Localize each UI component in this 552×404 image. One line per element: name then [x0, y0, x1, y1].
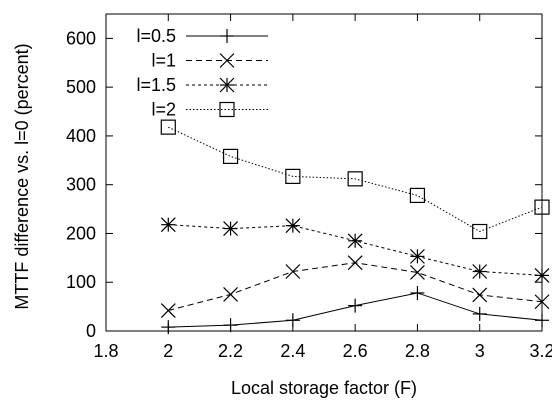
y-tick-label: 0	[86, 321, 96, 341]
y-axis-label: MTTF difference vs. l=0 (percent)	[12, 43, 32, 309]
data-point	[348, 298, 363, 313]
series-layer	[160, 119, 550, 335]
data-point	[347, 171, 363, 187]
x-tick-label: 3	[475, 341, 485, 361]
data-point	[160, 303, 176, 318]
x-tick-label: 2	[163, 341, 173, 361]
data-point	[160, 119, 176, 135]
y-tick-label: 600	[66, 28, 96, 48]
data-point	[534, 199, 550, 215]
data-point	[223, 318, 238, 333]
x-tick-label: 1.8	[93, 341, 118, 361]
x-tick-label: 3.2	[529, 341, 552, 361]
data-point	[222, 148, 239, 165]
data-point	[534, 294, 550, 310]
x-tick-label: 2.8	[405, 341, 430, 361]
legend-label: l=2	[151, 100, 176, 120]
data-point	[285, 264, 301, 279]
data-point	[409, 187, 426, 204]
y-tick-label: 400	[66, 126, 96, 146]
legend-marker	[220, 29, 234, 43]
legend-marker	[219, 77, 235, 93]
data-point	[472, 287, 488, 303]
y-tick-label: 300	[66, 175, 96, 195]
data-point	[161, 320, 176, 335]
data-point	[223, 221, 238, 237]
y-tick-label: 200	[66, 223, 96, 243]
series-line	[168, 126, 543, 233]
y-tick-label: 500	[66, 77, 96, 97]
legend-label: l=1.5	[136, 75, 176, 95]
x-axis-label: Local storage factor (F)	[231, 378, 417, 398]
data-point	[160, 217, 176, 233]
legend-label: l=1	[151, 51, 176, 71]
series-l-2	[160, 119, 550, 240]
data-point	[410, 248, 425, 264]
legend-label: l=0.5	[136, 26, 176, 46]
data-point	[347, 255, 363, 271]
data-point	[410, 285, 425, 300]
data-point	[347, 233, 363, 249]
series-l-1-5	[160, 217, 550, 283]
data-point	[285, 168, 301, 185]
legend-marker	[219, 53, 235, 68]
legend-marker	[219, 101, 235, 118]
data-point	[535, 313, 549, 328]
data-point	[534, 267, 550, 283]
y-tick-label: 100	[66, 272, 96, 292]
series-l-1	[160, 255, 550, 318]
data-point	[472, 264, 488, 279]
axes-group: 1.8 2 2.2 2.4 2.6 2.8 3 3.2 0 100 200 300 400 500 600	[66, 13, 552, 361]
series-line	[168, 224, 543, 276]
plot-frame	[105, 13, 543, 332]
data-point	[285, 313, 300, 328]
series-l-0-5	[161, 285, 549, 335]
legend: l=0.5 l=1 l=1.5 l=2	[136, 26, 268, 120]
x-tick-label: 2.2	[218, 341, 243, 361]
data-point	[472, 223, 488, 240]
data-point	[285, 218, 301, 234]
data-point	[410, 265, 425, 280]
x-tick-label: 2.6	[343, 341, 368, 361]
data-point	[223, 286, 238, 302]
data-point	[472, 306, 487, 321]
x-tick-label: 2.4	[280, 341, 305, 361]
